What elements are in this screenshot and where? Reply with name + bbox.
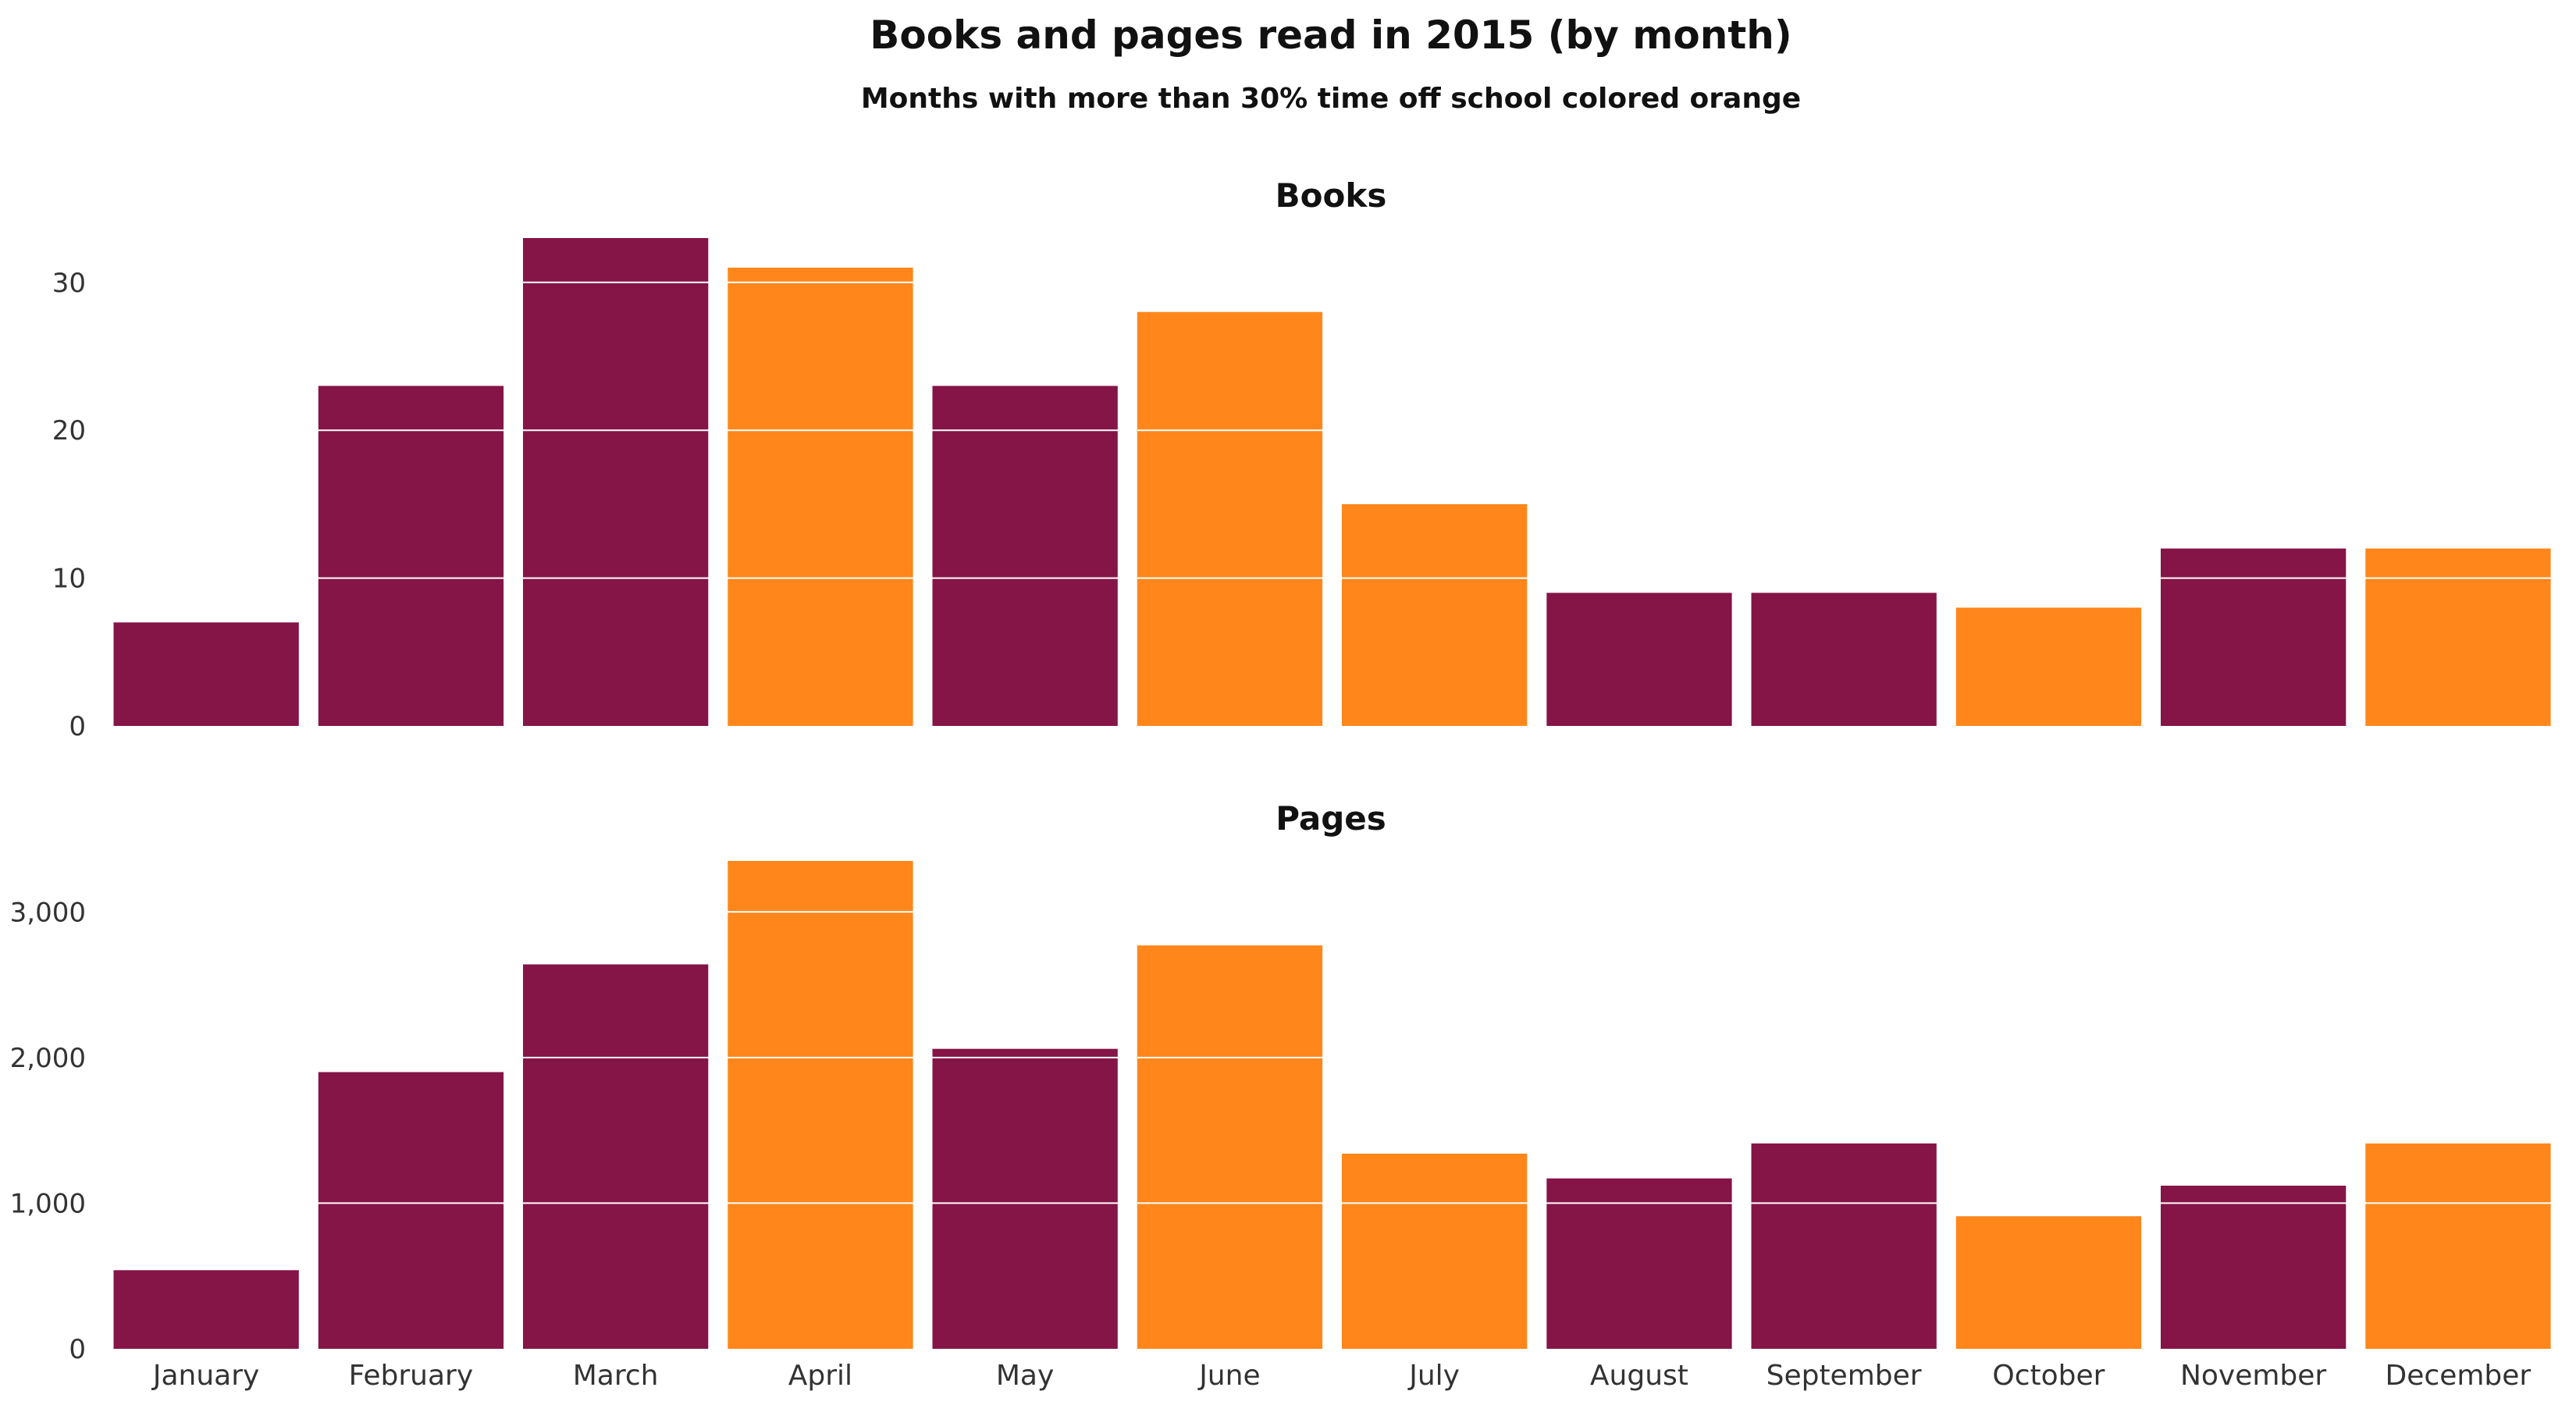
bar-books-january <box>113 622 299 726</box>
bar-pages-april <box>728 861 913 1349</box>
x-tick-label: June <box>1197 1360 1260 1392</box>
chart-title: Books and pages read in 2015 (by month) <box>870 12 1791 58</box>
panel-title: Pages <box>1276 799 1386 838</box>
chart-subtitle: Months with more than 30% time off schoo… <box>861 83 1801 115</box>
bar-pages-july <box>1342 1154 1528 1349</box>
panel-title: Books <box>1276 176 1387 215</box>
bar-books-march <box>523 238 709 726</box>
bar-pages-december <box>2365 1143 2551 1349</box>
bar-pages-may <box>932 1048 1118 1349</box>
y-tick-label: 2,000 <box>10 1043 86 1074</box>
bar-books-october <box>1955 607 2142 726</box>
y-tick-label: 3,000 <box>10 897 86 928</box>
bar-books-december <box>2365 548 2551 726</box>
y-tick-label: 0 <box>69 1334 86 1365</box>
x-tick-label: December <box>2386 1360 2532 1392</box>
panel-pages: Pages 0 1,000 2,000 3,000 January February Marc… <box>10 799 2560 1392</box>
bar-books-june <box>1137 311 1323 726</box>
bar-pages-november <box>2161 1186 2347 1349</box>
bar-books-july <box>1342 503 1528 726</box>
x-tick-label: July <box>1407 1360 1460 1392</box>
x-tick-label: August <box>1590 1360 1688 1392</box>
x-tick-label: April <box>788 1360 852 1392</box>
x-tick-label: November <box>2180 1360 2326 1392</box>
bar-books-august <box>1546 592 1732 726</box>
bar-pages-october <box>1955 1216 2142 1349</box>
y-tick-label: 0 <box>69 711 86 742</box>
bar-pages-june <box>1137 945 1323 1349</box>
x-tick-label: February <box>349 1360 474 1392</box>
y-tick-label: 20 <box>52 415 86 446</box>
bar-books-may <box>932 386 1118 726</box>
chart-panels: Books 0 10 20 30 Pages 0 1,000 2,000 3,000 January… <box>10 176 2560 1392</box>
x-tick-label: March <box>573 1360 659 1392</box>
panel-books: Books 0 10 20 30 <box>52 176 2560 742</box>
bar-pages-january <box>113 1270 299 1349</box>
x-tick-label: October <box>1992 1360 2105 1392</box>
y-tick-label: 1,000 <box>10 1188 86 1219</box>
x-tick-label: January <box>151 1360 259 1392</box>
y-tick-label: 10 <box>52 564 86 595</box>
bar-pages-september <box>1751 1143 1937 1349</box>
bar-books-september <box>1751 592 1937 726</box>
bar-books-november <box>2161 548 2347 726</box>
y-tick-label: 30 <box>52 268 86 299</box>
x-tick-label: September <box>1767 1360 1922 1392</box>
bar-pages-february <box>318 1072 504 1349</box>
bar-books-april <box>728 267 913 726</box>
bar-pages-march <box>523 964 709 1349</box>
x-tick-label: May <box>996 1360 1054 1392</box>
bar-pages-august <box>1546 1178 1732 1349</box>
bar-books-february <box>318 386 504 726</box>
